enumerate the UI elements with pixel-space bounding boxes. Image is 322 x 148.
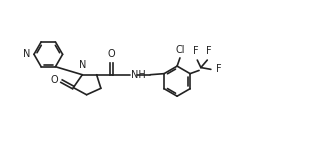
Text: N: N [23, 49, 30, 59]
Text: NH: NH [131, 70, 146, 80]
Text: O: O [108, 49, 116, 59]
Text: F: F [206, 46, 212, 56]
Text: F: F [216, 64, 222, 74]
Text: N: N [79, 60, 86, 70]
Text: O: O [50, 75, 58, 85]
Text: Cl: Cl [175, 45, 185, 55]
Text: F: F [193, 46, 198, 56]
